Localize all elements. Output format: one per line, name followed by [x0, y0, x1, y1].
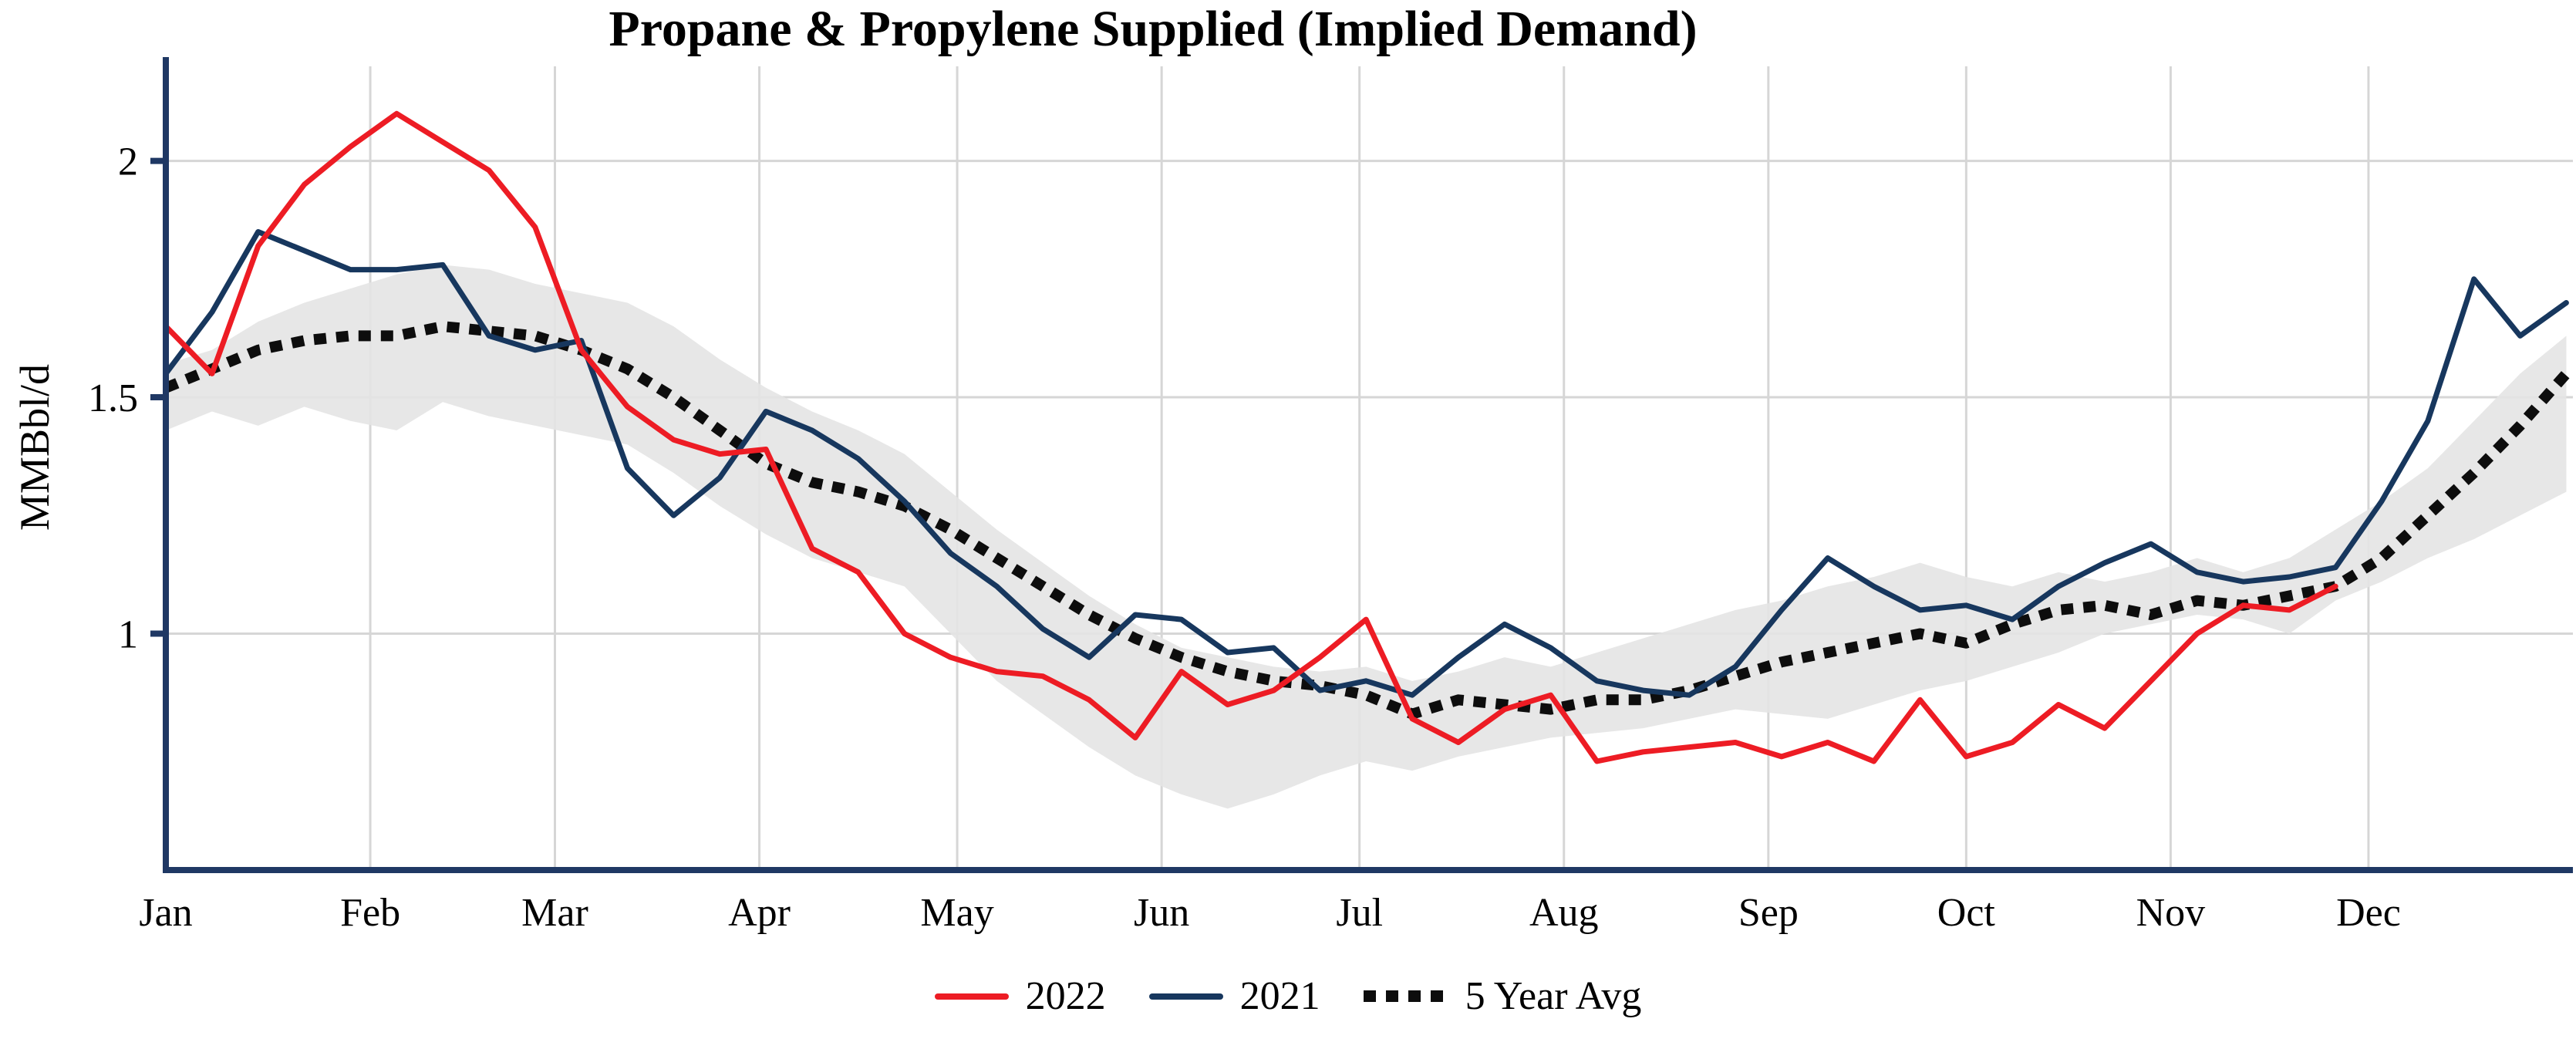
y-axis-label: MMBbl/d: [12, 363, 58, 531]
legend-label-2021: 2021: [1239, 974, 1320, 1018]
y-tick-label-1.5: 1.5: [88, 376, 138, 420]
y-tick-label-2: 2: [118, 140, 138, 184]
five-year-range-band: [166, 265, 2567, 809]
chart-title: Propane & Propylene Supplied (Implied De…: [609, 1, 1698, 57]
legend: 2022 2021 5 Year Avg: [0, 973, 2576, 1019]
series-line-2021: [163, 229, 2569, 698]
x-tick-label-may: May: [920, 891, 993, 935]
legend-label-5-year-avg: 5 Year Avg: [1465, 974, 1642, 1018]
legend-item-2022: 2022: [934, 973, 1106, 1019]
y-tick-label-1: 1: [118, 613, 138, 657]
legend-swatch-2021-navy-line: [1148, 993, 1223, 1000]
x-tick-label-sep: Sep: [1738, 891, 1799, 935]
axes: [150, 57, 2573, 873]
x-tick-label-jan: Jan: [139, 891, 192, 935]
x-tick-label-nov: Nov: [2136, 891, 2206, 935]
x-tick-label-apr: Apr: [728, 891, 791, 935]
legend-swatch-5-year-avg-dotted-line: [1363, 990, 1448, 1002]
x-tick-label-dec: Dec: [2336, 891, 2401, 935]
series-line-2022: [163, 110, 2338, 764]
x-tick-label-jul: Jul: [1336, 891, 1383, 935]
x-tick-label-oct: Oct: [1937, 891, 1996, 935]
legend-item-2021: 2021: [1148, 973, 1320, 1019]
legend-swatch-2022-red-line: [934, 993, 1009, 1000]
x-tick-label-jun: Jun: [1134, 891, 1189, 935]
legend-item-5-year-avg: 5 Year Avg: [1363, 973, 1642, 1019]
x-tick-label-mar: Mar: [521, 891, 588, 935]
legend-label-2022: 2022: [1025, 974, 1106, 1018]
x-tick-label-feb: Feb: [340, 891, 400, 935]
x-tick-label-aug: Aug: [1529, 891, 1599, 935]
